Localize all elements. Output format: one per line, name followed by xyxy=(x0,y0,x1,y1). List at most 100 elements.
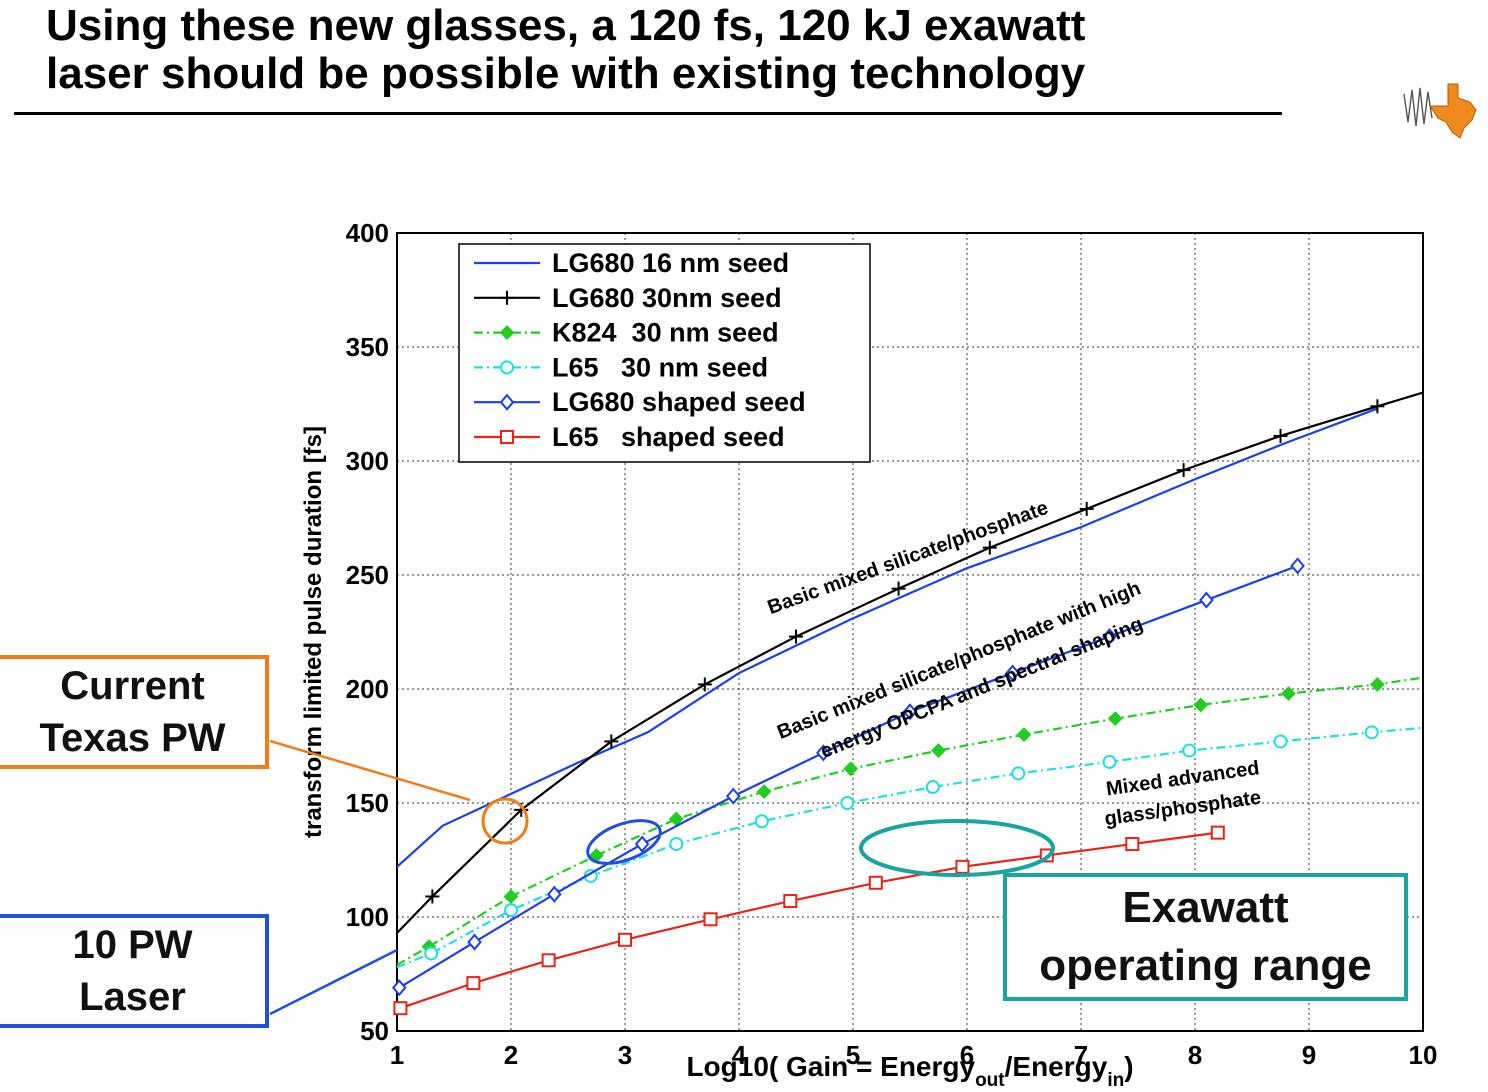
data-point xyxy=(868,875,883,890)
ten-pw-line-2: Laser xyxy=(79,975,186,1019)
y-tick-label: 400 xyxy=(346,218,389,248)
data-point xyxy=(843,761,859,777)
y-tick-label: 150 xyxy=(346,788,389,818)
data-point xyxy=(499,393,515,411)
series-3 xyxy=(396,725,1424,969)
data-point xyxy=(789,629,803,644)
data-point xyxy=(500,360,514,375)
data-point xyxy=(756,784,772,800)
data-point xyxy=(500,290,514,305)
data-point xyxy=(1369,677,1385,692)
legend-label: LG680 shaped seed xyxy=(552,387,806,417)
data-point xyxy=(1011,766,1026,781)
plot-frame xyxy=(396,232,1424,1032)
data-point xyxy=(425,889,440,904)
series-lines xyxy=(391,391,1424,1016)
x-tick-label: 8 xyxy=(1188,1040,1202,1070)
data-point xyxy=(1290,557,1305,575)
exawatt-operating-range-callout: Exawatt operating range xyxy=(1003,873,1408,1001)
data-point xyxy=(1176,463,1191,478)
data-point xyxy=(982,540,997,555)
data-point xyxy=(1281,686,1296,701)
data-point xyxy=(1210,825,1225,840)
texas-logo-icon xyxy=(1403,83,1477,139)
data-point xyxy=(604,734,619,749)
data-point xyxy=(1079,501,1094,516)
data-point xyxy=(754,814,769,829)
data-point xyxy=(1364,725,1379,740)
x-axis-label-sub-out: out xyxy=(975,1070,1005,1091)
ten-pw-laser-callout: 10 PW Laser xyxy=(0,914,269,1028)
data-point xyxy=(1370,399,1385,414)
legend: LG680 16 nm seed LG680 30nm seed K824 30 n… xyxy=(458,243,871,463)
x-tick-label: 3 xyxy=(618,1040,632,1070)
series-line xyxy=(396,676,1424,966)
x-axis-label-end: ) xyxy=(1124,1051,1133,1082)
x-tick-label: 9 xyxy=(1302,1040,1316,1070)
data-point xyxy=(1182,743,1197,758)
chart-annotation: Basic mixed silicate/phosphate with high xyxy=(774,577,1144,744)
y-tick-label: 50 xyxy=(360,1016,389,1046)
x-tick-label: 5 xyxy=(846,1040,860,1070)
slide-title: Using these new glasses, a 120 fs, 120 k… xyxy=(46,2,1286,98)
legend-entry: L65 shaped seed xyxy=(474,422,785,452)
data-point xyxy=(634,835,650,853)
slide-title-line-2: laser should be possible with existing t… xyxy=(46,49,1086,98)
y-tick-label: 300 xyxy=(346,446,389,476)
data-point xyxy=(499,325,515,341)
data-point xyxy=(902,703,918,721)
data-point xyxy=(891,581,906,596)
x-tick-label: 6 xyxy=(960,1040,974,1070)
data-point xyxy=(467,933,482,951)
ten-pw-line-1: 10 PW xyxy=(72,923,193,967)
legend-entry: LG680 shaped seed xyxy=(474,387,806,417)
legend-entry: LG680 16 nm seed xyxy=(474,248,789,278)
data-point xyxy=(1125,837,1140,852)
data-point xyxy=(1273,734,1288,749)
x-tick-label: 1 xyxy=(390,1040,404,1070)
x-tick-label: 7 xyxy=(1074,1040,1088,1070)
data-point xyxy=(725,787,741,805)
data-point xyxy=(466,976,481,991)
x-tick-label: 4 xyxy=(732,1040,747,1070)
y-tick-label: 250 xyxy=(346,560,389,590)
legend-label: L65 shaped seed xyxy=(552,422,785,452)
series-2 xyxy=(396,676,1424,966)
data-point xyxy=(1102,754,1117,769)
data-point xyxy=(1102,628,1117,646)
data-point xyxy=(840,796,855,810)
y-tick-label: 200 xyxy=(346,674,389,704)
data-point xyxy=(1199,591,1214,609)
data-point xyxy=(1005,664,1020,682)
title-divider xyxy=(14,112,1282,115)
data-point xyxy=(703,912,718,927)
series-1 xyxy=(396,391,1424,934)
exawatt-line-2: operating range xyxy=(1039,941,1372,990)
exawatt-line-1: Exawatt xyxy=(1122,883,1289,932)
legend-entry: LG680 30nm seed xyxy=(474,283,782,313)
data-point xyxy=(669,837,684,852)
legend-entry: L65 30 nm seed xyxy=(474,352,768,382)
current-texas-pw-line-1: Current xyxy=(60,664,205,708)
data-point xyxy=(541,953,556,968)
slide-title-line-1: Using these new glasses, a 120 fs, 120 k… xyxy=(46,1,1086,50)
series-line xyxy=(396,391,1424,934)
data-point xyxy=(504,903,518,918)
data-point xyxy=(931,743,946,758)
x-axis-label-sub-in: in xyxy=(1107,1070,1124,1091)
x-axis-label-main: Log10( Gain = Energy xyxy=(686,1051,975,1082)
legend-label: LG680 30nm seed xyxy=(552,283,782,313)
callout-connectors xyxy=(269,739,1055,1016)
x-tick-label: 10 xyxy=(1409,1040,1438,1070)
data-point xyxy=(503,889,519,904)
data-point xyxy=(816,744,831,762)
axis-ticks: 1 2 3 4 5 6 7 8 9 10 50 100 150 200 250 300 350 400 xyxy=(346,218,1438,1070)
data-point xyxy=(547,885,562,903)
data-point xyxy=(393,1001,408,1016)
legend-label: L65 30 nm seed xyxy=(552,352,768,382)
data-point xyxy=(955,859,970,874)
current-texas-pw-line-2: Texas PW xyxy=(39,716,226,760)
data-point xyxy=(618,932,632,947)
legend-label: K824 30 nm seed xyxy=(552,318,779,348)
